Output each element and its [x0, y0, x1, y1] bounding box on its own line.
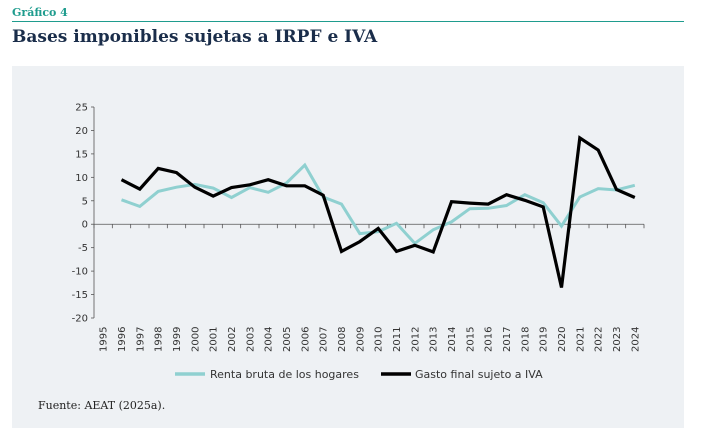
series-line-gasto: [120, 135, 636, 288]
x-tick-label: 2002: [227, 327, 238, 352]
x-tick-label: 2006: [300, 327, 311, 352]
x-tick-label: 2015: [465, 327, 476, 352]
x-tick-label: 2005: [282, 327, 293, 352]
x-tick-label: 1995: [99, 327, 110, 352]
x-tick-label: 2010: [374, 327, 385, 352]
x-tick-label: 2003: [245, 327, 256, 352]
header-divider: [12, 21, 684, 22]
x-tick-label: 2016: [484, 327, 495, 352]
y-tick-label: -5: [78, 243, 88, 254]
x-tick-label: 2008: [337, 327, 348, 352]
y-tick-label: 10: [75, 173, 88, 184]
y-tick-label: -10: [72, 267, 88, 278]
source-note: Fuente: AEAT (2025a).: [38, 399, 166, 412]
x-tick-label: 2007: [319, 327, 330, 352]
y-tick-label: 25: [75, 103, 88, 114]
x-tick-label: 2004: [264, 327, 275, 352]
chart-title: Bases imponibles sujetas a IRPF e IVA: [12, 27, 378, 47]
x-tick-label: 2001: [209, 327, 220, 352]
x-tick-label: 2018: [520, 327, 531, 352]
y-tick-label: 15: [75, 149, 88, 160]
legend-label: Renta bruta de los hogares: [210, 368, 359, 381]
x-tick-label: 2013: [429, 327, 440, 352]
y-tick-label: 5: [82, 196, 88, 207]
figure-label: Gráfico 4: [12, 6, 68, 19]
x-tick-label: 2014: [447, 327, 458, 352]
series-line-renta: [120, 162, 636, 246]
x-tick-label: 2021: [575, 327, 586, 352]
x-tick-label: 1999: [172, 327, 183, 352]
x-tick-label: 2024: [630, 327, 641, 352]
legend-label: Gasto final sujeto a IVA: [415, 368, 543, 381]
chart-series: [120, 135, 636, 288]
x-tick-label: 2011: [392, 327, 403, 352]
x-tick-label: 1997: [135, 327, 146, 352]
y-tick-label: 0: [82, 220, 88, 231]
x-tick-label: 2022: [594, 327, 605, 352]
x-tick-label: 2023: [612, 327, 623, 352]
x-tick-label: 2009: [355, 327, 366, 352]
x-tick-label: 2019: [539, 327, 550, 352]
x-tick-label: 1998: [154, 327, 165, 352]
y-tick-label: 20: [75, 126, 88, 137]
chart-legend: Renta bruta de los hogares Gasto final su…: [175, 368, 543, 381]
x-tick-label: 2012: [410, 327, 421, 352]
y-tick-label: -15: [72, 290, 88, 301]
x-tick-label: 1996: [117, 327, 128, 352]
x-tick-label: 2020: [557, 327, 568, 352]
x-tick-label: 2000: [190, 327, 201, 352]
x-tick-label: 2017: [502, 327, 513, 352]
y-tick-label: -20: [72, 314, 88, 325]
